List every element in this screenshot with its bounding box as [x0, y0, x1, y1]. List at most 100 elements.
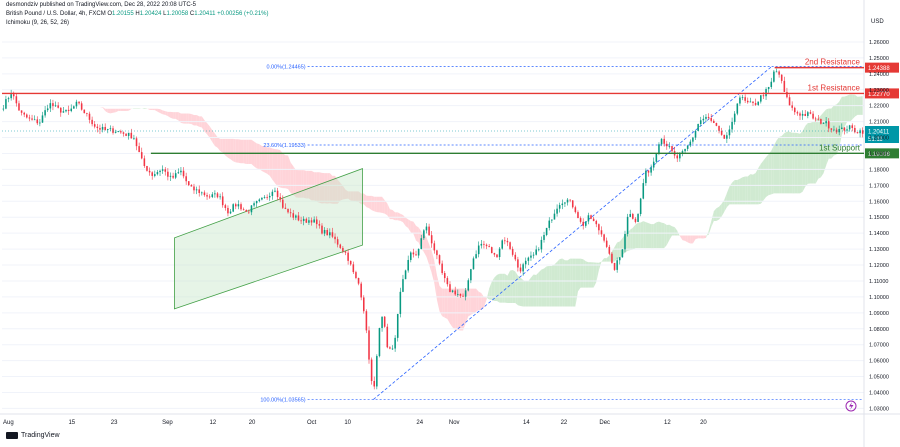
price-axis[interactable]: USD 1.26000 1.25000 1.24000 1.23000 1.22000 1.… [869, 19, 889, 412]
cloud-segment [246, 139, 249, 164]
cloud-segment [849, 94, 853, 123]
footer-brand[interactable]: TradingView [6, 432, 60, 439]
candle-body [598, 224, 600, 231]
candle-body [133, 138, 135, 140]
cloud-segment [442, 288, 445, 318]
candle-body [130, 132, 133, 139]
cloud-segment [677, 230, 680, 237]
candle-body [143, 158, 146, 166]
candle-body [185, 176, 187, 182]
candle-body [451, 290, 454, 292]
level-price-tag [865, 62, 899, 73]
candle-body [796, 112, 799, 114]
cloud-segment [591, 262, 594, 288]
cloud-segment [332, 175, 336, 204]
candle-body [125, 133, 127, 136]
y-tick-label: 1.05000 [869, 375, 889, 381]
cloud-segment [319, 172, 322, 204]
candle-body [7, 98, 10, 100]
candle-body [70, 108, 73, 112]
candle-body [582, 221, 584, 226]
cloud-segment [183, 113, 187, 124]
candle-body [206, 195, 208, 197]
candle-body [535, 249, 537, 255]
x-tick-label: 12 [664, 420, 671, 426]
candle-body [723, 134, 726, 139]
candle-body [101, 126, 104, 130]
cloud-segment [656, 221, 659, 249]
indicator-legend[interactable]: Ichimoku (9, 26, 52, 26) [6, 20, 70, 26]
cloud-segment [583, 259, 586, 288]
candle-body [655, 153, 658, 162]
candle-body [841, 127, 843, 130]
level-price-tag [865, 88, 899, 99]
cloud-segment [191, 113, 194, 126]
cloud-segment [436, 275, 440, 312]
candle-body [720, 130, 723, 135]
cloud-segment [162, 110, 166, 115]
cloud-segment [405, 217, 409, 229]
candle-body [713, 120, 715, 123]
candle-body [26, 114, 28, 118]
cloud-segment [737, 178, 740, 205]
cloud-segment [102, 106, 106, 112]
x-tick-label: Nov [449, 420, 460, 426]
cloud-segment [86, 102, 90, 104]
published-line: desmondziv published on TradingView.com,… [6, 2, 196, 8]
cloud-segment [530, 274, 534, 307]
cloud-segment [557, 259, 560, 307]
cloud-segment [376, 196, 380, 213]
candle-body [15, 96, 18, 104]
candle-body [530, 255, 532, 258]
candle-body [564, 202, 566, 204]
cloud-segment [175, 112, 179, 121]
cloud-segment [371, 195, 375, 212]
candle-body [417, 248, 420, 256]
cloud-segment [789, 131, 793, 194]
candle-body [710, 118, 712, 121]
candle-body [809, 112, 812, 114]
candle-body [276, 190, 279, 198]
candle-body [227, 207, 229, 214]
time-axis[interactable]: Aug 15 23 Sep 12 20 Oct 10 24 Nov 14 22 Dec 12 20 [3, 400, 857, 426]
cloud-segment [713, 208, 717, 222]
candle-body [279, 197, 281, 200]
cloud-segment [549, 265, 552, 307]
candle-body [519, 267, 522, 272]
symbol-name[interactable]: British Pound / U.S. Dollar, 4h, FXCM [6, 11, 106, 17]
candle-body [778, 71, 780, 75]
candle-body [284, 207, 287, 209]
candle-body [297, 215, 300, 221]
y-tick-label: 1.23000 [869, 88, 889, 94]
y-tick-label: 1.15000 [869, 215, 889, 221]
y-tick-label: 1.14000 [869, 231, 889, 237]
candle-body [423, 230, 425, 239]
ohlc-high: 1.20424 [139, 11, 162, 17]
cloud-segment [755, 168, 759, 205]
candle-body [44, 110, 46, 116]
cloud-segment [180, 113, 184, 124]
candle-body [684, 148, 686, 152]
cloud-segment [97, 106, 100, 107]
candle-body [156, 172, 159, 175]
candle-body [464, 290, 467, 297]
cloud-segment [115, 108, 119, 113]
candle-body [365, 311, 368, 331]
x-tick-label: 15 [68, 420, 75, 426]
cloud-segment [99, 106, 103, 108]
cloud-segment [235, 139, 239, 163]
candle-body [109, 128, 112, 130]
candle-body [140, 152, 143, 159]
cloud-segment [429, 244, 432, 274]
cloud-segment [478, 291, 482, 311]
cloud-segment [653, 222, 657, 249]
cloud-segment [779, 136, 782, 194]
cloud-segment [570, 258, 573, 307]
candle-body [161, 169, 164, 171]
cloud-segment [290, 162, 294, 195]
ohlc-change: +0.00256 (+0.21%) [217, 11, 269, 17]
cloud-segment [282, 153, 286, 189]
candle-body [23, 112, 25, 115]
candle-body [843, 127, 846, 131]
